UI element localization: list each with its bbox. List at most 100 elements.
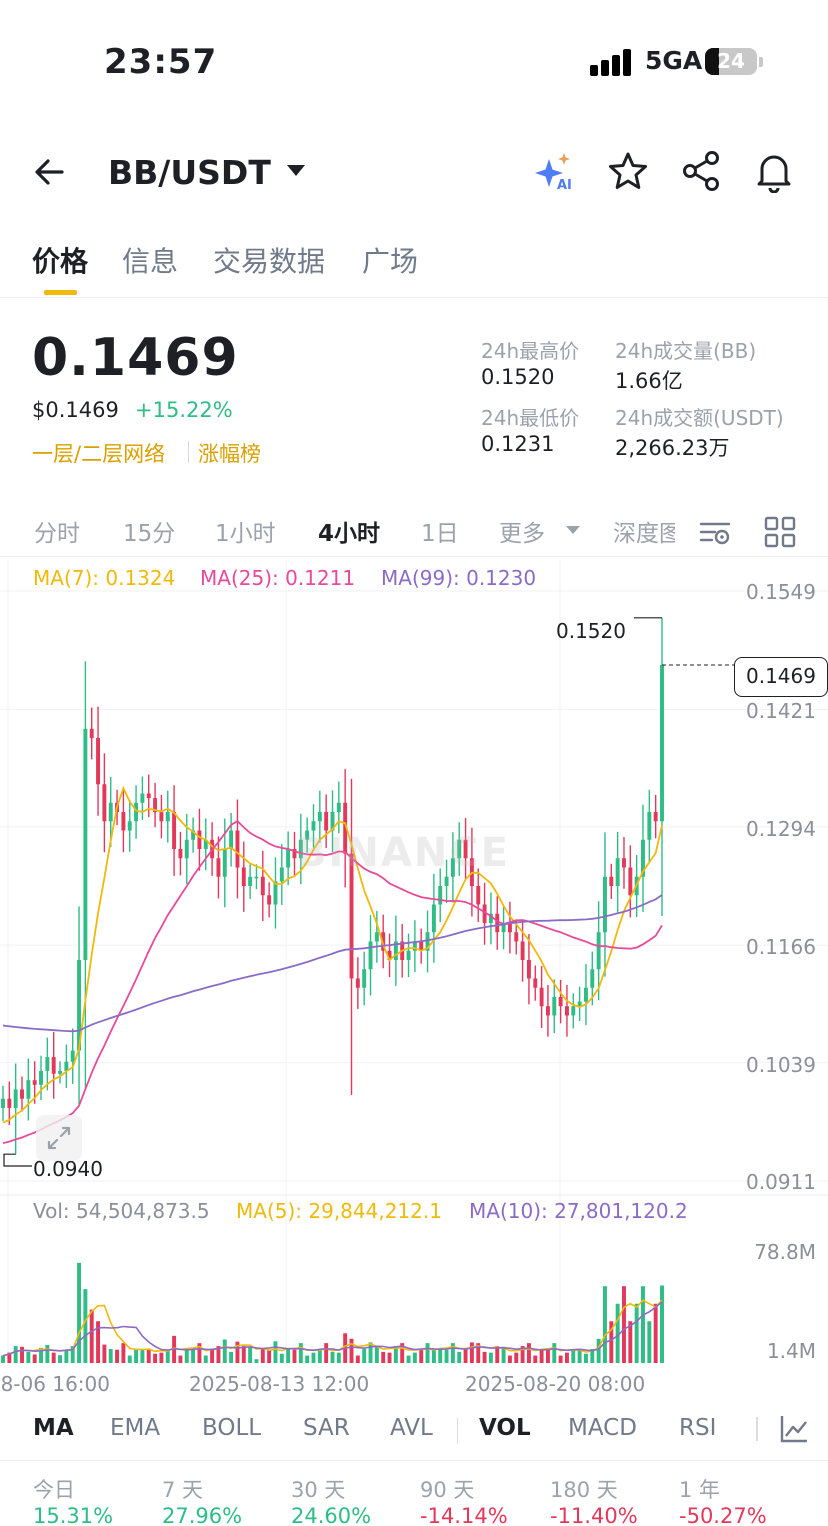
candle-body: [45, 1057, 50, 1071]
layout-grid-icon[interactable]: [763, 515, 797, 549]
candle-body: [191, 830, 196, 840]
back-arrow-icon[interactable]: [30, 152, 70, 192]
pair-dropdown-icon[interactable]: [287, 165, 305, 176]
volume-bar: [298, 1343, 303, 1363]
indicator-rsi[interactable]: RSI: [679, 1415, 717, 1441]
performance-period-label: 30 天: [291, 1478, 346, 1502]
performance-period-value: -50.27%: [679, 1504, 767, 1526]
volume-bar: [146, 1348, 151, 1363]
candle-body: [488, 913, 493, 923]
volume-bar: [178, 1355, 183, 1363]
price-axis-tick: 0.1166: [746, 935, 816, 959]
volume-bar: [39, 1347, 43, 1363]
candle-body: [590, 969, 595, 988]
battery-icon: 24: [705, 48, 757, 75]
candle-body: [286, 849, 291, 868]
volume-bar: [438, 1348, 443, 1363]
alert-bell-icon[interactable]: [752, 149, 796, 193]
interval-1h[interactable]: 1小时: [215, 521, 276, 547]
volume-bar: [634, 1303, 639, 1363]
tab-trading-data[interactable]: 交易数据: [213, 245, 326, 278]
volume-bar: [501, 1346, 506, 1363]
candle-body: [32, 1080, 37, 1085]
volume-bar: [279, 1353, 284, 1363]
interval-15m[interactable]: 15分: [123, 521, 176, 547]
current-price-marker[interactable]: 0.1469: [734, 657, 828, 697]
volume-bar: [412, 1352, 417, 1363]
performance-period-label: 今日: [33, 1478, 75, 1502]
candle-body: [64, 1061, 69, 1071]
volume-bar: [628, 1321, 633, 1363]
candle-body: [539, 987, 544, 1007]
pair-title[interactable]: BB/USDT: [108, 153, 271, 192]
volume-bar: [355, 1355, 360, 1363]
category-tag-layer[interactable]: 一层/二层网络: [32, 442, 166, 466]
category-tag-gainers[interactable]: 涨幅榜: [198, 442, 261, 466]
legend-volume: Vol: 54,504,873.5: [33, 1199, 210, 1223]
interval-1d[interactable]: 1日: [421, 521, 459, 547]
indicator-ema[interactable]: EMA: [110, 1415, 161, 1441]
status-time: 23:57: [104, 42, 218, 82]
candle-body: [349, 853, 354, 979]
indicator-tabs: MA EMA BOLL SAR AVL VOL MACD RSI: [0, 1405, 828, 1455]
favorite-star-icon[interactable]: [606, 149, 650, 193]
tab-square[interactable]: 广场: [362, 245, 419, 278]
volume-bar: [495, 1346, 500, 1363]
performance-period-value: -14.14%: [420, 1504, 508, 1526]
candle-body: [615, 858, 620, 886]
interval-more[interactable]: 更多: [499, 521, 545, 547]
candle-body: [406, 950, 411, 960]
legend-vol-ma5: MA(5): 29,844,212.1: [236, 1199, 442, 1223]
volume-bar: [241, 1346, 246, 1363]
candle-body: [279, 867, 284, 882]
indicator-macd[interactable]: MACD: [568, 1415, 637, 1441]
indicator-sar[interactable]: SAR: [303, 1415, 350, 1441]
volume-bar: [20, 1346, 24, 1363]
candle-body: [374, 932, 379, 942]
legend-ma25: MA(25): 0.1211: [200, 566, 356, 590]
candle-body: [298, 839, 303, 859]
volume-bar: [526, 1343, 531, 1363]
volume-bar: [387, 1352, 392, 1363]
volume-bar: [229, 1351, 234, 1363]
indicator-boll[interactable]: BOLL: [202, 1415, 262, 1441]
interval-4h[interactable]: 4小时: [318, 521, 381, 547]
tab-info[interactable]: 信息: [122, 245, 179, 278]
interval-time[interactable]: 分时: [34, 521, 80, 547]
volume-bar: [286, 1348, 291, 1363]
volume-bar: [609, 1321, 614, 1363]
indicator-settings-icon[interactable]: [778, 1413, 810, 1445]
volume-bar: [216, 1346, 221, 1363]
candle-body: [596, 932, 601, 970]
candle-body: [431, 904, 436, 933]
volume-bar: [96, 1321, 101, 1363]
expand-chart-button[interactable]: [36, 1115, 82, 1161]
candle-body: [393, 941, 398, 960]
candle-body: [108, 802, 113, 822]
volume-bar: [153, 1353, 158, 1363]
indicator-ma[interactable]: MA: [33, 1415, 74, 1441]
indicator-avl[interactable]: AVL: [390, 1415, 433, 1441]
more-caret-icon[interactable]: [566, 526, 580, 534]
volume-bar: [89, 1309, 94, 1363]
candle-body: [438, 886, 443, 905]
chart-settings-icon[interactable]: [698, 515, 732, 549]
performance-period-value: -11.40%: [550, 1504, 638, 1526]
performance-period-label: 180 天: [550, 1478, 618, 1502]
volume-bar: [507, 1355, 512, 1363]
tab-price[interactable]: 价格: [32, 245, 89, 278]
volume-bar: [545, 1349, 550, 1363]
share-icon[interactable]: [680, 149, 724, 193]
low-mark-line: [3, 1153, 32, 1167]
interval-depth[interactable]: 深度图: [613, 521, 675, 547]
candle-body: [343, 802, 348, 854]
volume-bar: [324, 1343, 329, 1363]
volume-bar: [520, 1346, 525, 1363]
candle-body: [7, 1098, 12, 1108]
indicator-vol[interactable]: VOL: [479, 1415, 531, 1441]
stat-high-value: 0.1520: [481, 365, 555, 389]
candlestick-chart[interactable]: [0, 560, 828, 1366]
volume-bar: [305, 1355, 310, 1363]
volume-bar: [583, 1353, 588, 1363]
ai-sparkle-icon[interactable]: AI: [533, 149, 577, 193]
